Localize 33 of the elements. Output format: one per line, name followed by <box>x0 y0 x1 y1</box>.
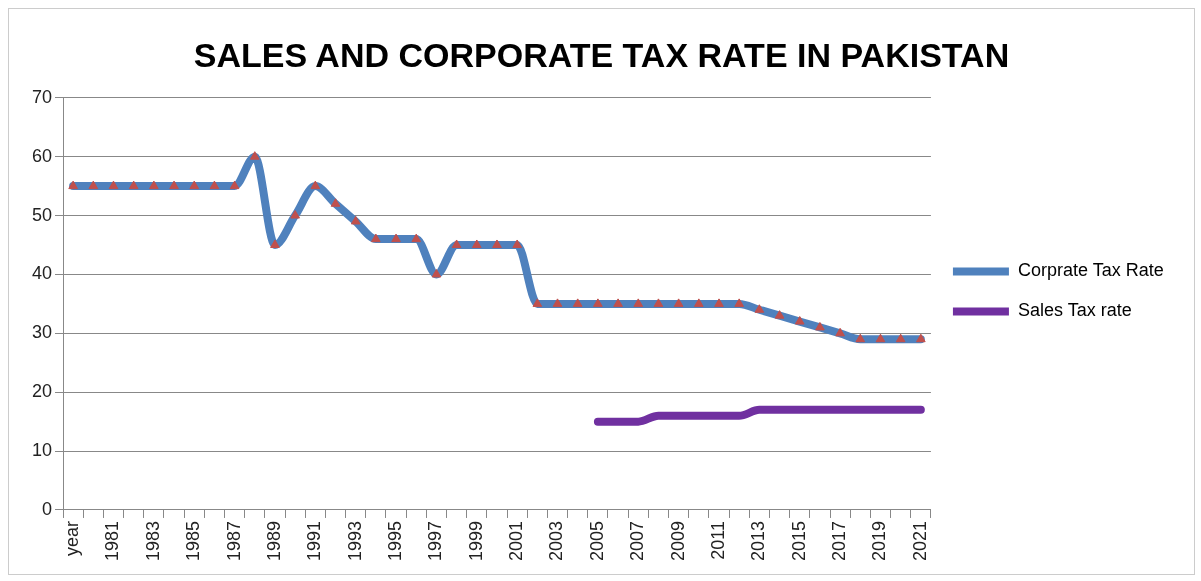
y-tick-label: 20 <box>31 381 53 402</box>
x-tick-label: 1989 <box>263 520 284 561</box>
y-tick-label: 40 <box>31 263 53 284</box>
x-tick-label: 2005 <box>586 520 607 561</box>
x-tick-label: 2003 <box>546 520 567 561</box>
chart-title: SALES AND CORPORATE TAX RATE IN PAKISTAN <box>193 35 1010 74</box>
x-tick-label: 2013 <box>748 520 769 561</box>
y-tick-label: 10 <box>31 440 53 461</box>
x-tick-label: 2009 <box>667 520 688 561</box>
y-tick-label: 0 <box>42 498 53 519</box>
y-tick-label: 50 <box>31 204 53 225</box>
x-tick-label: 1983 <box>142 520 163 561</box>
legend-label: Sales Tax rate <box>1017 300 1132 321</box>
x-tick-label: 1999 <box>465 520 486 561</box>
x-tick-label: 1987 <box>223 520 244 561</box>
x-tick-label: 2019 <box>869 520 890 561</box>
legend-label: Corprate Tax Rate <box>1017 260 1164 281</box>
x-tick-label: 1997 <box>425 520 446 561</box>
x-tick-label: 1995 <box>385 520 406 561</box>
x-tick-label: 1991 <box>304 520 325 561</box>
x-tick-label: 1981 <box>102 520 123 561</box>
x-tick-label: 2001 <box>506 520 527 561</box>
y-tick-label: 60 <box>31 145 53 166</box>
x-tick-label: 2011 <box>707 520 728 560</box>
x-tick-label: 1993 <box>344 520 365 561</box>
y-tick-label: 30 <box>31 322 53 343</box>
x-tick-label: 2007 <box>627 520 648 561</box>
x-tick-label: 1985 <box>183 520 204 561</box>
x-tick-label: 2017 <box>829 520 850 561</box>
y-tick-label: 70 <box>31 86 53 107</box>
x-tick-label: year <box>62 520 83 556</box>
x-tick-label: 2021 <box>909 520 930 561</box>
x-tick-label: 2015 <box>788 520 809 561</box>
